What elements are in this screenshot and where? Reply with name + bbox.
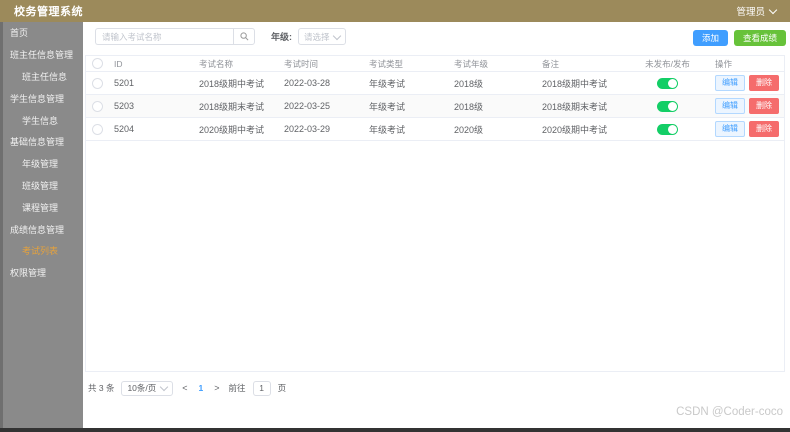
cell-exam-type: 年级考试 bbox=[369, 101, 406, 112]
column-header-exam-type: 考试类型 bbox=[369, 58, 404, 69]
sidebar-rail bbox=[0, 22, 3, 428]
top-actions: 添加 查看成绩 bbox=[692, 30, 786, 47]
sidebar-item-exam-list[interactable]: 考试列表 bbox=[22, 246, 59, 257]
main-content: 年级: 请选择 添加 查看成绩 ID 考试名称 考试时间 考试类型 考试年级 备… bbox=[83, 22, 790, 428]
goto-label: 前往 bbox=[228, 383, 246, 393]
table-row: 5204 2020级期中考试 2022-03-29 年级考试 2020级 202… bbox=[86, 118, 784, 141]
publish-toggle[interactable] bbox=[657, 123, 678, 135]
delete-button[interactable]: 删除 bbox=[749, 98, 779, 114]
search-input[interactable] bbox=[95, 28, 233, 45]
row-checkbox[interactable] bbox=[92, 123, 103, 135]
cell-remark: 2018级期中考试 bbox=[542, 78, 608, 89]
window-bottom-edge bbox=[0, 428, 790, 432]
sidebar-item-score-mgmt[interactable]: 成绩信息管理 bbox=[10, 224, 65, 235]
sidebar-item-grade-mgmt[interactable]: 年级管理 bbox=[22, 159, 59, 170]
cell-remark: 2020级期中考试 bbox=[542, 124, 608, 135]
pagination-total: 共 3 条 bbox=[88, 383, 115, 393]
table-row: 5203 2018级期末考试 2022-03-25 年级考试 2018级 201… bbox=[86, 95, 784, 118]
next-page-button[interactable]: > bbox=[214, 383, 220, 393]
edit-button[interactable]: 编辑 bbox=[715, 98, 745, 114]
add-button[interactable]: 添加 bbox=[692, 30, 728, 47]
table-row: 5201 2018级期中考试 2022-03-28 年级考试 2018级 201… bbox=[86, 72, 784, 95]
publish-toggle[interactable] bbox=[657, 100, 678, 112]
table-header-row: ID 考试名称 考试时间 考试类型 考试年级 备注 未发布/发布 操作 bbox=[86, 56, 784, 72]
search-icon bbox=[239, 32, 248, 41]
grade-select[interactable]: 请选择 bbox=[298, 28, 346, 45]
grade-select-value: 请选择 bbox=[304, 31, 330, 42]
cell-id: 5201 bbox=[114, 78, 135, 88]
cell-exam-grade: 2020级 bbox=[454, 124, 484, 135]
publish-toggle[interactable] bbox=[657, 77, 678, 89]
cell-remark: 2018级期末考试 bbox=[542, 101, 608, 112]
user-menu[interactable]: 管理员 bbox=[736, 4, 778, 18]
sidebar-item-course-mgmt[interactable]: 课程管理 bbox=[22, 202, 59, 213]
chevron-down-icon bbox=[332, 31, 342, 40]
app-title: 校务管理系统 bbox=[14, 6, 83, 18]
cell-exam-time: 2022-03-28 bbox=[284, 78, 331, 88]
column-header-id: ID bbox=[114, 58, 123, 69]
sidebar-item-home[interactable]: 首页 bbox=[10, 28, 29, 39]
sidebar-item-student-mgmt[interactable]: 学生信息管理 bbox=[10, 93, 65, 104]
cell-id: 5203 bbox=[114, 101, 135, 111]
page-suffix: 页 bbox=[277, 383, 287, 393]
current-page[interactable]: 1 bbox=[198, 383, 204, 393]
cell-exam-name: 2018级期末考试 bbox=[199, 101, 265, 112]
column-header-publish: 未发布/发布 bbox=[645, 58, 690, 69]
edit-button[interactable]: 编辑 bbox=[715, 121, 745, 137]
pagination: 共 3 条 10条/页 < 1 > 前往 页 bbox=[88, 380, 286, 396]
sidebar: 首页 班主任信息管理 班主任信息 学生信息管理 学生信息 基础信息管理 年级管理… bbox=[0, 22, 83, 428]
row-checkbox[interactable] bbox=[92, 100, 103, 112]
cell-id: 5204 bbox=[114, 124, 135, 134]
search-bar: 年级: 请选择 bbox=[95, 28, 346, 45]
user-name: 管理员 bbox=[736, 7, 765, 18]
goto-page-input[interactable] bbox=[252, 380, 271, 396]
cell-exam-type: 年级考试 bbox=[369, 124, 406, 135]
cell-exam-time: 2022-03-29 bbox=[284, 124, 331, 134]
cell-exam-grade: 2018级 bbox=[454, 101, 484, 112]
prev-page-button[interactable]: < bbox=[182, 383, 188, 393]
edit-button[interactable]: 编辑 bbox=[715, 75, 745, 91]
column-header-exam-time: 考试时间 bbox=[284, 58, 319, 69]
watermark: CSDN @Coder-coco bbox=[676, 406, 783, 418]
exam-table: ID 考试名称 考试时间 考试类型 考试年级 备注 未发布/发布 操作 5201… bbox=[85, 55, 785, 372]
delete-button[interactable]: 删除 bbox=[749, 75, 779, 91]
cell-exam-grade: 2018级 bbox=[454, 78, 484, 89]
sidebar-item-permission-mgmt[interactable]: 权限管理 bbox=[10, 268, 47, 279]
cell-exam-type: 年级考试 bbox=[369, 78, 406, 89]
column-header-exam-name: 考试名称 bbox=[199, 58, 234, 69]
topbar: 校务管理系统 管理员 bbox=[0, 0, 790, 22]
delete-button[interactable]: 删除 bbox=[749, 121, 779, 137]
grade-filter-label: 年级: bbox=[271, 32, 292, 42]
sidebar-item-teacher-info[interactable]: 班主任信息 bbox=[22, 71, 68, 82]
page-size-select[interactable]: 10条/页 bbox=[121, 380, 174, 396]
cell-exam-time: 2022-03-25 bbox=[284, 101, 331, 111]
cell-exam-name: 2020级期中考试 bbox=[199, 124, 265, 135]
column-header-remark: 备注 bbox=[542, 58, 560, 69]
page-size-value: 10条/页 bbox=[127, 383, 157, 393]
select-all-checkbox[interactable] bbox=[92, 58, 103, 69]
row-checkbox[interactable] bbox=[92, 77, 103, 89]
column-header-exam-grade: 考试年级 bbox=[454, 58, 489, 69]
chevron-down-icon bbox=[768, 5, 778, 14]
chevron-down-icon bbox=[160, 382, 169, 392]
sidebar-item-basic-mgmt[interactable]: 基础信息管理 bbox=[10, 137, 65, 148]
sidebar-item-student-info[interactable]: 学生信息 bbox=[22, 115, 59, 126]
view-scores-button[interactable]: 查看成绩 bbox=[733, 30, 786, 47]
search-button[interactable] bbox=[233, 28, 255, 45]
cell-exam-name: 2018级期中考试 bbox=[199, 78, 265, 89]
column-header-actions: 操作 bbox=[715, 58, 733, 69]
sidebar-item-teacher-mgmt[interactable]: 班主任信息管理 bbox=[10, 50, 74, 61]
sidebar-item-class-mgmt[interactable]: 班级管理 bbox=[22, 180, 59, 191]
